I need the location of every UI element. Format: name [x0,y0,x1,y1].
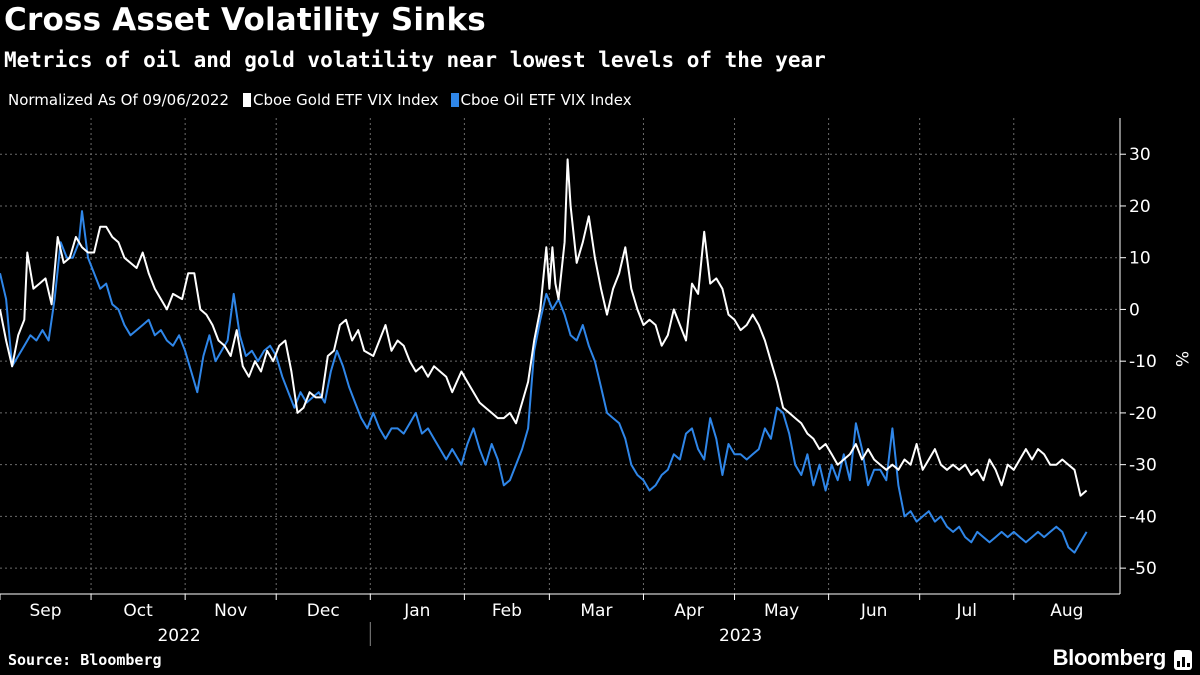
x-month-label: Oct [123,601,153,621]
x-year-label: 2023 [719,626,762,646]
x-month-label: Nov [214,601,247,621]
legend-item-gold: Cboe Gold ETF VIX Index [243,91,439,109]
x-month-label: Apr [674,601,703,621]
axes: 30 20 10 0 -10 -20 -30 -40 -50% Sep Oct Nov Dec Jan Fe… [0,118,1191,646]
x-month-label: Mar [580,601,612,621]
y-tick-label: 10 [1129,249,1151,269]
bloomberg-terminal-icon [1174,650,1192,670]
y-tick-label: -10 [1129,352,1157,372]
y-tick-label: -30 [1129,456,1157,476]
legend-normalization-note: Normalized As Of 09/06/2022 [8,91,229,109]
y-tick-label: 30 [1129,145,1151,165]
gridlines [0,118,1120,594]
x-month-label: Aug [1050,601,1083,621]
y-tick-label: -40 [1129,507,1157,527]
x-month-label: Sep [30,601,62,621]
y-axis-unit-label: % [1171,351,1191,367]
x-year-label: 2022 [157,626,200,646]
source-note: Source: Bloomberg [8,651,162,669]
x-month-label: Jun [860,601,888,621]
series-line-oil [0,210,1088,554]
legend: Normalized As Of 09/06/2022 Cboe Gold ET… [8,91,644,109]
legend-swatch-oil [450,93,459,107]
x-month-label: Feb [492,601,522,621]
legend-label-oil: Cboe Oil ETF VIX Index [460,91,632,109]
chart-title: Cross Asset Volatility Sinks [4,2,486,38]
legend-label-gold: Cboe Gold ETF VIX Index [253,91,439,109]
x-month-label: May [764,601,799,621]
y-tick-label: -50 [1129,559,1157,579]
series-line-gold [0,158,1088,497]
chart-subtitle: Metrics of oil and gold volatility near … [4,48,826,72]
y-tick-label: 20 [1129,197,1151,217]
x-month-label: Jul [955,601,977,621]
legend-item-oil: Cboe Oil ETF VIX Index [450,91,632,109]
brand-wordmark: Bloomberg [1052,645,1167,670]
legend-swatch-gold [243,93,251,107]
y-tick-label: -20 [1129,404,1157,424]
series-lines [0,158,1088,554]
x-month-label: Dec [307,601,340,621]
x-month-label: Jan [403,601,430,621]
y-tick-label: 0 [1129,300,1140,320]
